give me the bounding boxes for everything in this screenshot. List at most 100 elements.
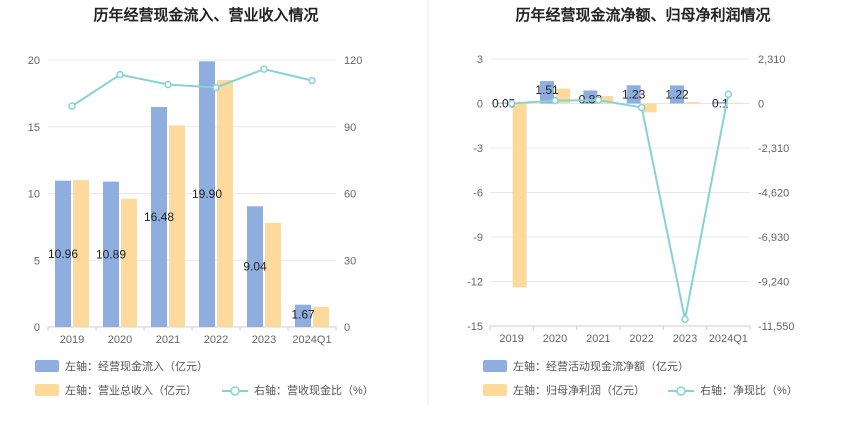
right-tick-label: 30	[344, 255, 356, 267]
line-point	[724, 90, 733, 99]
bar-data-label: 9.04	[243, 260, 267, 274]
left-tick-label: -15	[467, 321, 483, 333]
right-tick-label: 60	[344, 189, 356, 201]
left-tick-label: 10	[28, 189, 40, 201]
line-series	[511, 94, 730, 320]
left-tick-label: 0	[477, 99, 483, 111]
line-point	[164, 80, 172, 89]
legend-label: 右轴：净现比（%）	[700, 383, 798, 397]
x-tick-label: 2020	[543, 333, 567, 345]
legend-swatch	[35, 360, 59, 372]
bar-secondary	[512, 103, 527, 288]
right-tick-label: 90	[344, 122, 356, 134]
left-tick-label: 5	[34, 255, 40, 267]
right-tick-label: 120	[344, 55, 362, 67]
chart-title: 历年经营现金流入、营业收入情况	[93, 6, 318, 24]
x-tick-label: 2023	[673, 333, 697, 345]
x-tick-label: 2020	[108, 334, 132, 346]
bar-secondary	[73, 180, 89, 327]
bar-data-label: 0.1	[712, 97, 729, 111]
bar-secondary	[265, 222, 281, 327]
right-tick-label: -11,550	[758, 321, 795, 333]
bar-data-label: 1.67	[291, 308, 315, 322]
bar-secondary	[313, 306, 329, 327]
bar-secondary	[121, 198, 137, 327]
left-tick-label: 3	[477, 54, 483, 66]
bar-primary	[151, 106, 167, 327]
bar-data-label: 19.90	[192, 187, 222, 201]
bar-primary	[247, 206, 263, 327]
bar-data-label: 10.89	[96, 247, 126, 261]
line-point	[637, 103, 646, 112]
bar-primary	[295, 304, 311, 327]
left-tick-label: 20	[28, 55, 40, 67]
legend-swatch	[483, 384, 507, 396]
line-point	[551, 96, 559, 105]
x-tick-label: 2021	[586, 333, 610, 345]
line-series	[71, 68, 313, 107]
right-tick-label: -2,310	[758, 143, 789, 155]
bar-primary	[540, 81, 554, 104]
legend-swatch	[35, 384, 59, 396]
line-point	[68, 102, 76, 110]
left-tick-label: 0	[34, 322, 40, 334]
bar-secondary	[217, 80, 233, 328]
bar-data-label: 16.48	[144, 210, 174, 224]
left-tick-label: -12	[467, 277, 483, 289]
chart-title: 历年经营现金流净额、归母净利润情况	[515, 6, 770, 24]
bar-secondary	[686, 102, 700, 104]
chart-1: 历年经营现金流入、营业收入情况 20 15 10 5 0 120 90 60 30 0 2019 202…	[28, 6, 374, 397]
bar-data-label: 1.23	[622, 87, 646, 101]
line-point	[260, 65, 268, 73]
legend-label: 左轴：营业总收入（亿元）	[65, 383, 197, 397]
line-point	[594, 96, 603, 104]
legend-swatch	[483, 360, 507, 372]
left-tick-label: 15	[28, 122, 40, 134]
x-tick-label: 2021	[156, 334, 180, 346]
right-tick-label: 2,310	[758, 54, 786, 66]
bar-secondary	[729, 102, 744, 104]
x-tick-label: 2023	[252, 334, 276, 346]
x-tick-label: 2022	[204, 334, 228, 346]
legend-swatch	[676, 386, 686, 396]
line-point	[308, 76, 316, 85]
bar-primary	[626, 85, 641, 104]
line-point	[507, 99, 516, 108]
line-point	[116, 70, 124, 79]
x-tick-label: 2024Q1	[709, 333, 748, 345]
bar-secondary	[169, 125, 185, 327]
left-tick-label: -6	[473, 188, 483, 200]
right-tick-label: 0	[344, 322, 350, 334]
right-tick-label: 0	[758, 99, 764, 111]
left-tick-label: -9	[473, 232, 483, 244]
bar-data-label: 1.22	[665, 87, 689, 101]
line-point	[212, 83, 220, 92]
bar-data-label: 1.51	[535, 83, 559, 97]
bar-secondary	[599, 96, 614, 104]
x-tick-label: 2019	[499, 333, 523, 345]
legend-label: 右轴：营收现金比（%）	[254, 383, 374, 397]
chart-2: 历年经营现金流净额、归母净利润情况 3 0 -3 -6 -9 -12 -15 2,310 0 -2,…	[467, 6, 798, 397]
bar-primary	[670, 85, 684, 104]
bar-primary	[103, 181, 119, 327]
bar-primary	[496, 102, 511, 104]
legend-swatch	[230, 386, 240, 396]
legend-label: 左轴：经营活动现金流净额（亿元）	[513, 359, 689, 373]
bar-data-label: 0.05	[492, 97, 516, 111]
bar-primary	[199, 61, 215, 328]
x-tick-label: 2019	[60, 334, 84, 346]
line-point	[681, 315, 689, 324]
bar-primary	[55, 180, 71, 327]
left-tick-label: -3	[473, 143, 483, 155]
right-tick-label: -9,240	[758, 277, 789, 289]
right-tick-label: -6,930	[758, 232, 789, 244]
legend-label: 左轴：归母净利润（亿元）	[513, 383, 645, 397]
x-tick-label: 2024Q1	[292, 334, 331, 346]
bar-data-label: 10.96	[48, 247, 78, 261]
bar-primary	[713, 102, 728, 104]
bar-secondary	[642, 103, 657, 113]
x-tick-label: 2022	[629, 333, 653, 345]
legend-label: 左轴：经营现金流入（亿元）	[65, 359, 208, 373]
